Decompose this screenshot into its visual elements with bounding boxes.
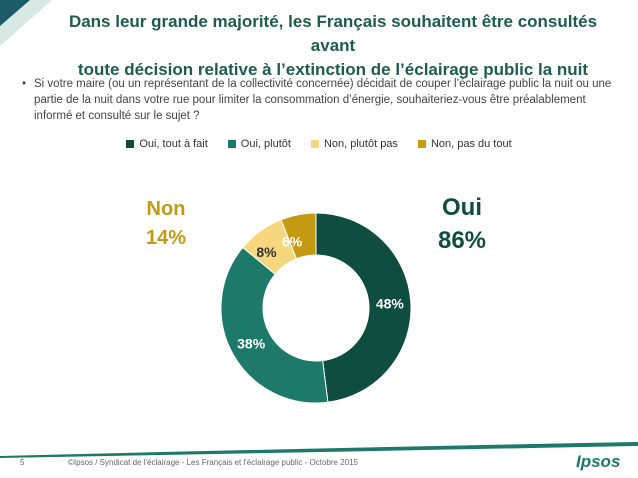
chart-legend: Oui, tout à fait Oui, plutôt Non, plutôt p… <box>0 138 638 150</box>
legend-item: Oui, tout à fait <box>126 138 208 150</box>
legend-swatch <box>417 140 426 148</box>
donut-data-label: 48% <box>376 295 405 311</box>
legend-swatch <box>227 140 236 148</box>
corner-decoration <box>0 0 52 46</box>
legend-label: Non, plutôt pas <box>323 138 398 150</box>
legend-item: Oui, plutôt <box>227 138 291 150</box>
footer-credit: ©Ipsos / Syndicat de l'éclairage - Les F… <box>68 458 358 467</box>
oui-summary-value: 86% <box>437 227 487 254</box>
donut-slice <box>280 212 317 260</box>
donut-slice <box>315 212 412 403</box>
slide-title: Dans leur grande majorité, les Français … <box>48 10 618 82</box>
legend-item: Non, plutôt pas <box>310 138 398 150</box>
legend-label: Oui, plutôt <box>240 138 291 150</box>
footer-accent-bar <box>0 442 638 458</box>
question-bullet: • <box>22 78 27 90</box>
question-text: Si votre maire (ou un représentant de la… <box>34 78 612 122</box>
donut-data-label: 8% <box>256 244 277 260</box>
legend-swatch <box>126 140 135 148</box>
legend-swatch <box>310 140 319 148</box>
ipsos-logo: Ipsos <box>576 452 621 471</box>
non-summary-value: 14% <box>145 227 187 249</box>
non-summary-label: Non <box>146 198 186 220</box>
donut-slice <box>220 246 329 404</box>
slide-title-line2: toute décision relative à l’extinction d… <box>77 60 589 79</box>
legend-label: Oui, tout à fait <box>139 138 208 150</box>
slide-title-line1: Dans leur grande majorité, les Français … <box>68 12 598 55</box>
legend-item: Non, pas du tout <box>417 138 512 150</box>
oui-summary-label: Oui <box>442 194 482 221</box>
donut-data-label: 6% <box>282 233 303 249</box>
legend-label: Non, pas du tout <box>430 138 512 150</box>
page-number: 5 <box>20 458 25 467</box>
donut-data-label: 38% <box>237 336 266 352</box>
